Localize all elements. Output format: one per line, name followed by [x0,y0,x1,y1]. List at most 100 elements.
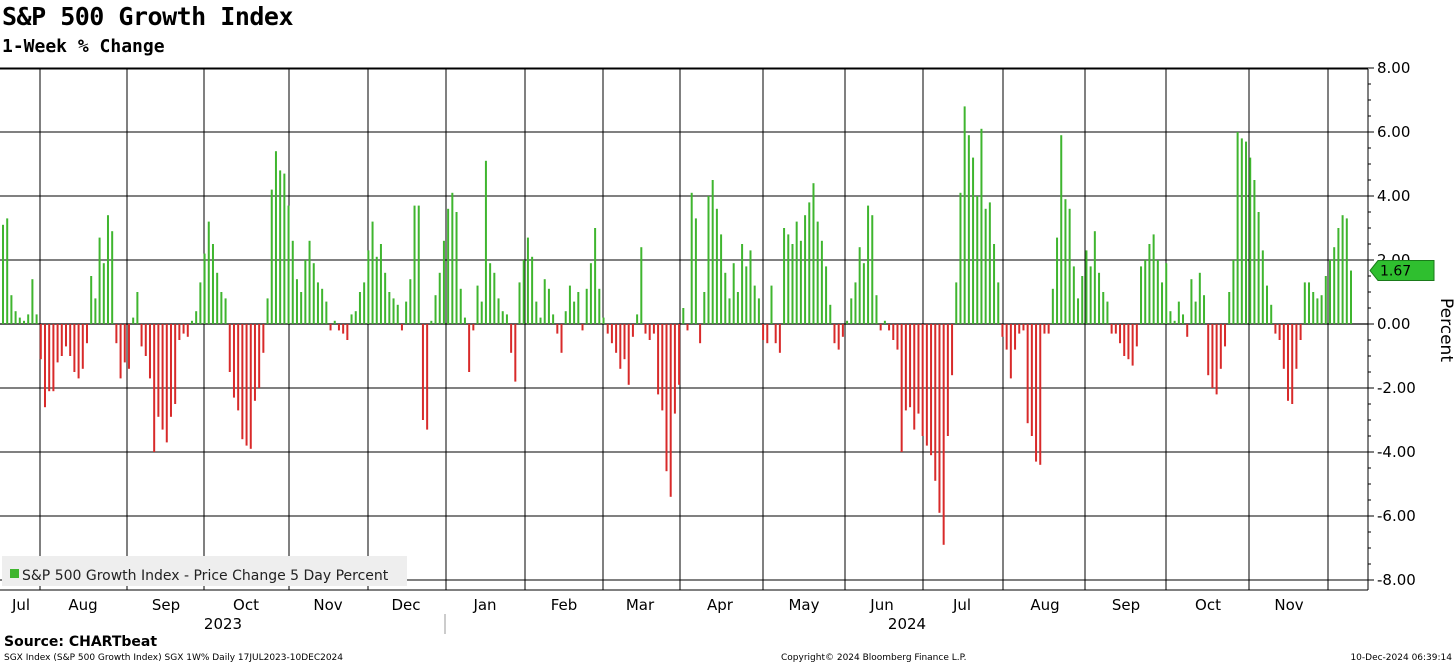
bar [148,324,151,379]
bar [1144,260,1147,324]
bar [934,324,937,481]
bar [778,324,781,353]
bar [1186,324,1189,337]
bar [1035,324,1038,462]
x-tick-label: Mar [626,596,655,614]
bar [216,272,219,324]
bar [1236,132,1239,324]
bar [787,234,790,324]
last-value-badge [1369,260,1435,282]
bar [237,324,240,411]
legend-label: S&P 500 Growth Index - Price Change 5 Da… [22,568,389,584]
bar [543,279,546,324]
bar [1253,180,1256,324]
bar [312,263,315,324]
bar [182,324,185,334]
bar [396,304,399,324]
bar [556,324,559,334]
bar [1072,266,1075,324]
bar [241,324,244,440]
y-tick-label: 8.00 [1377,59,1410,77]
bar [1102,292,1105,324]
bar [199,282,202,324]
bar [1232,260,1235,324]
bar [1068,208,1071,324]
bar [606,324,609,334]
bar [232,324,235,398]
bar [720,234,723,324]
bar [1257,212,1260,324]
bar [262,324,265,353]
bar [342,324,345,334]
bar [1140,266,1143,324]
bar [1228,292,1231,324]
bar [1303,282,1306,324]
bar [291,240,294,324]
bar [904,324,907,411]
bar [127,324,130,369]
bar [274,151,277,324]
bar [627,324,630,385]
bar [220,292,223,324]
bar [594,228,597,324]
bar [1299,324,1302,340]
y-tick-label: 6.00 [1377,123,1410,141]
bar [741,244,744,324]
bar [955,282,958,324]
bar [1207,324,1210,376]
bar [266,298,269,324]
bar [871,215,874,324]
x-tick-label: Jul [952,596,971,614]
bar [409,279,412,324]
bar [203,253,206,324]
bar [1291,324,1294,404]
bar [816,221,819,324]
bar [892,324,895,340]
bar [6,218,9,324]
bar [694,218,697,324]
bar [938,324,941,513]
bar [1345,218,1348,324]
bar [820,240,823,324]
bar [111,231,114,324]
bar [1173,320,1176,324]
bar [304,260,307,324]
bar [589,263,592,324]
bar [522,260,525,324]
bar [808,202,811,324]
bar [552,314,555,324]
bar [1341,215,1344,324]
bar [1043,324,1046,334]
bar [64,324,67,347]
bar [119,324,122,379]
bar [1009,324,1012,379]
bar [1152,234,1155,324]
bar [783,228,786,324]
bar [1165,263,1168,324]
bar [745,266,748,324]
bar [1182,314,1185,324]
bar [195,311,198,324]
bar [1245,141,1248,324]
y-tick-label: -2.00 [1377,379,1416,397]
bar [442,240,445,324]
bar [1329,260,1331,324]
bar [1249,157,1252,324]
bar [430,320,433,324]
bar [1274,324,1277,334]
y-tick-label: -8.00 [1377,571,1416,589]
bar [1333,247,1336,324]
bar [186,324,189,337]
bar [484,160,487,324]
bar [875,295,878,324]
bar [258,324,261,388]
bar [468,324,471,372]
bar [1320,295,1323,324]
bar [157,324,160,417]
bar [115,324,118,344]
x-tick-label: Aug [68,596,97,614]
bar [854,282,857,324]
bar [1324,276,1327,324]
bar [283,173,286,324]
bar [921,324,924,436]
